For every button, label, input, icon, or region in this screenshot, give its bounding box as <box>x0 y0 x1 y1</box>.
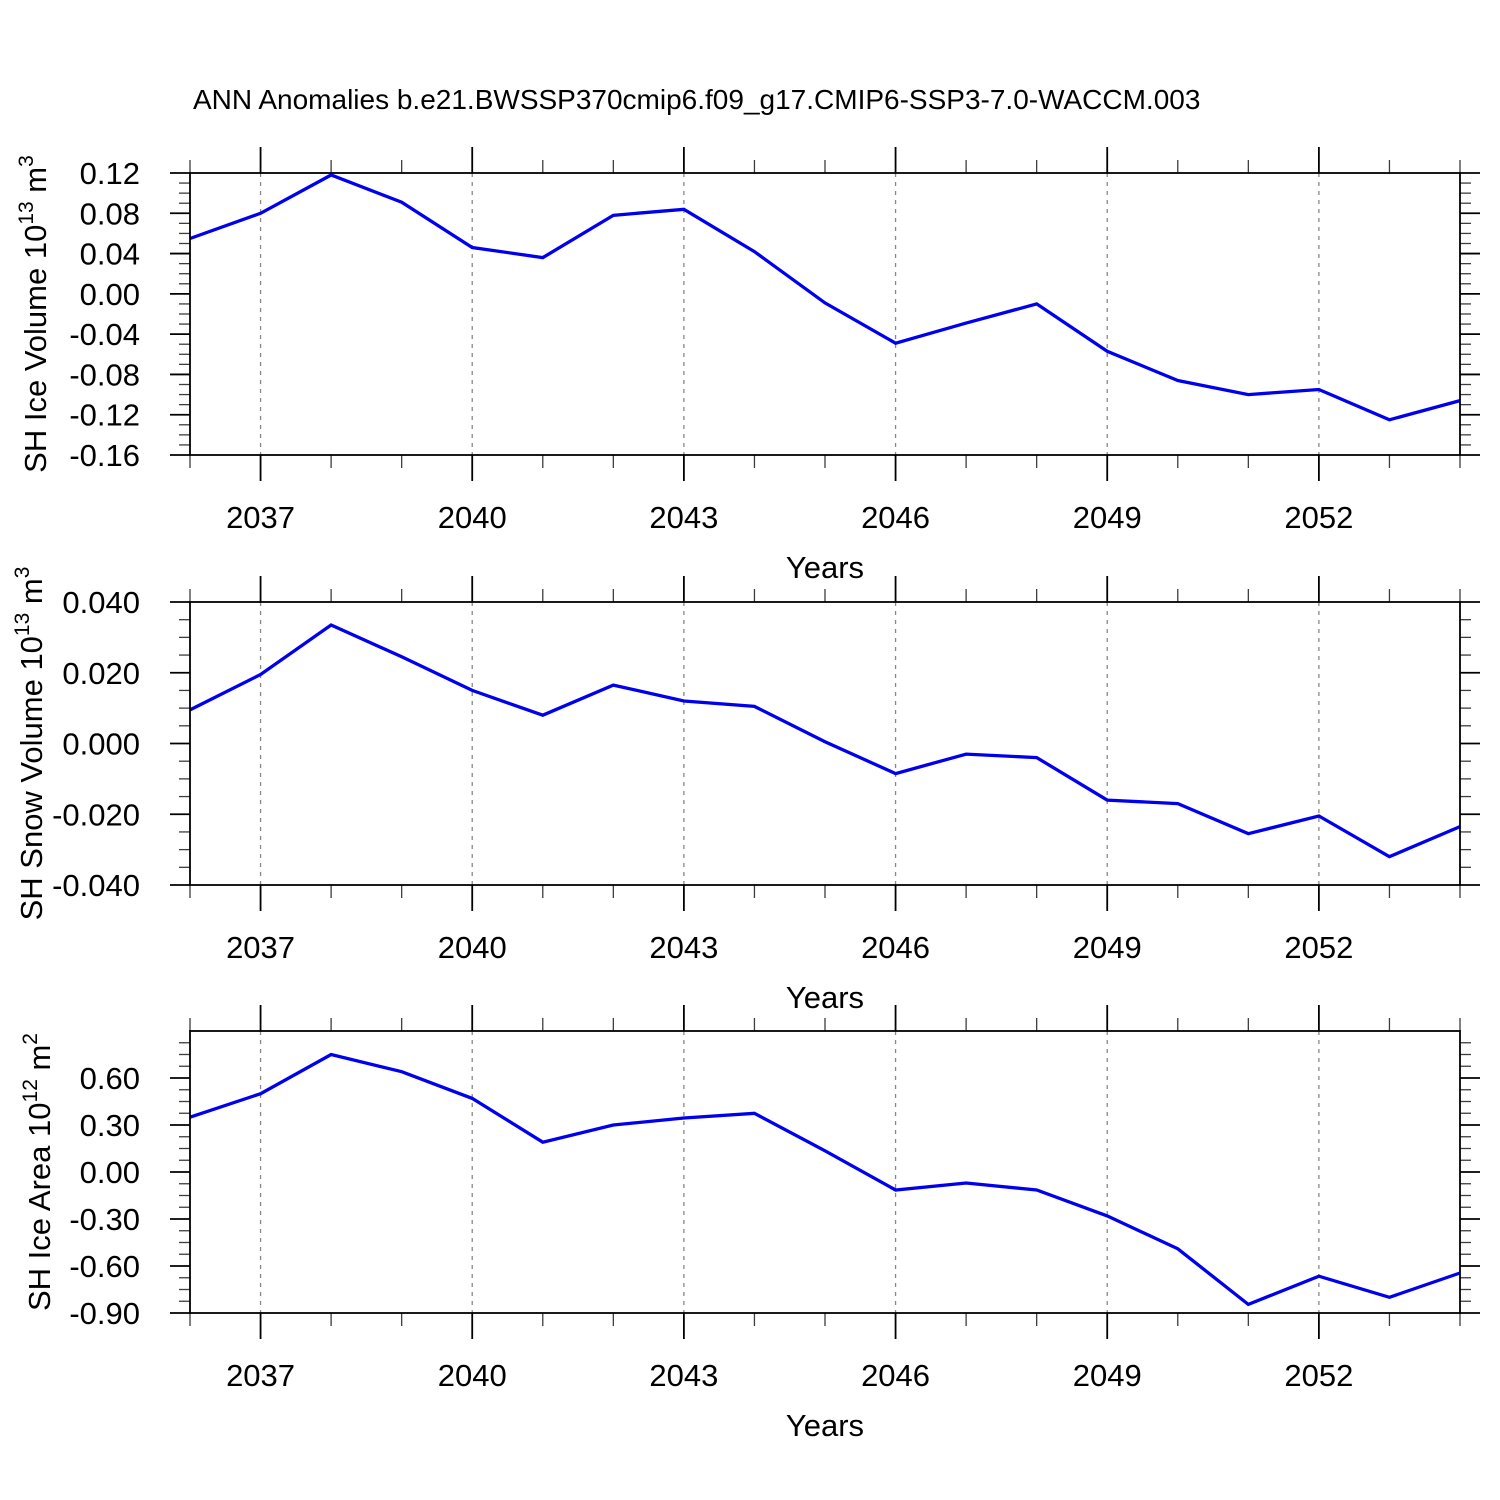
y-tick-label: -0.30 <box>69 1202 140 1237</box>
y-tick-label: 0.040 <box>62 585 140 620</box>
y-tick-label: 0.000 <box>62 727 140 762</box>
y-tick-label: 0.60 <box>80 1061 140 1096</box>
y-tick-label: -0.020 <box>52 797 140 832</box>
y-tick-label: -0.08 <box>69 357 140 392</box>
x-tick-label: 2052 <box>1284 500 1353 535</box>
x-tick-label: 2040 <box>438 500 507 535</box>
y-tick-label: 0.08 <box>80 196 140 231</box>
axis-ticks <box>170 147 1480 481</box>
y-tick-label: 0.020 <box>62 656 140 691</box>
x-tick-label: 2049 <box>1073 930 1142 965</box>
y-tick-label: 0.00 <box>80 1155 140 1190</box>
plot-frame <box>189 1030 1461 1314</box>
panel-sh-ice-volume: 0.12 0.08 0.04 0.00 -0.04 -0.08 -0.12 -0.16 2037… <box>15 147 1480 535</box>
axis-ticks <box>170 1005 1480 1339</box>
gridlines <box>259 602 1320 885</box>
axis-ticks <box>170 576 1480 911</box>
x-axis-title-ice-volume: Years <box>786 550 864 585</box>
x-tick-label: 2052 <box>1284 1358 1353 1393</box>
x-axis-title-snow-volume: Years <box>786 980 864 1015</box>
y-axis-title: SH Ice Volume 1013 m3 <box>15 155 53 473</box>
panel-sh-ice-area: 0.60 0.30 0.00 -0.30 -0.60 -0.90 2037 2040 2043 2… <box>19 1005 1480 1393</box>
series-line-sh-ice-area <box>189 1052 1461 1307</box>
y-tick-label: 0.30 <box>80 1108 140 1143</box>
panel-sh-snow-volume: 0.040 0.020 0.000 -0.020 -0.040 2037 2040 2043 2… <box>11 567 1480 965</box>
x-tick-label: 2037 <box>226 1358 295 1393</box>
x-tick-label: 2049 <box>1073 1358 1142 1393</box>
y-axis-title: SH Snow Volume 1013 m3 <box>11 567 49 921</box>
x-tick-label: 2046 <box>861 930 930 965</box>
series-line-sh-ice-volume <box>189 173 1461 422</box>
y-axis-title: SH Ice Area 1012 m2 <box>19 1033 57 1311</box>
series-line-sh-snow-volume <box>189 623 1461 859</box>
y-tick-label: -0.90 <box>69 1296 140 1331</box>
gridlines <box>259 1031 1320 1313</box>
y-tick-label: -0.16 <box>69 438 140 473</box>
x-tick-label: 2043 <box>649 930 718 965</box>
y-tick-label: 0.12 <box>80 156 140 191</box>
x-tick-label: 2037 <box>226 500 295 535</box>
x-tick-label: 2049 <box>1073 500 1142 535</box>
x-tick-label: 2052 <box>1284 930 1353 965</box>
x-tick-label: 2040 <box>438 1358 507 1393</box>
chart-title: ANN Anomalies b.e21.BWSSP370cmip6.f09_g1… <box>193 84 1201 115</box>
x-tick-label: 2040 <box>438 930 507 965</box>
gridlines <box>259 173 1320 455</box>
y-tick-label: 0.04 <box>80 237 140 272</box>
plot-frame <box>189 172 1461 456</box>
x-tick-label: 2046 <box>861 1358 930 1393</box>
x-tick-label: 2043 <box>649 500 718 535</box>
y-tick-label: -0.12 <box>69 398 140 433</box>
y-tick-label: -0.04 <box>69 317 140 352</box>
y-tick-label: 0.00 <box>80 277 140 312</box>
y-tick-label: -0.040 <box>52 868 140 903</box>
plot-frame <box>189 601 1461 886</box>
x-axis-title-ice-area: Years <box>786 1408 864 1443</box>
x-tick-label: 2046 <box>861 500 930 535</box>
x-tick-label: 2043 <box>649 1358 718 1393</box>
y-tick-label: -0.60 <box>69 1249 140 1284</box>
x-tick-label: 2037 <box>226 930 295 965</box>
